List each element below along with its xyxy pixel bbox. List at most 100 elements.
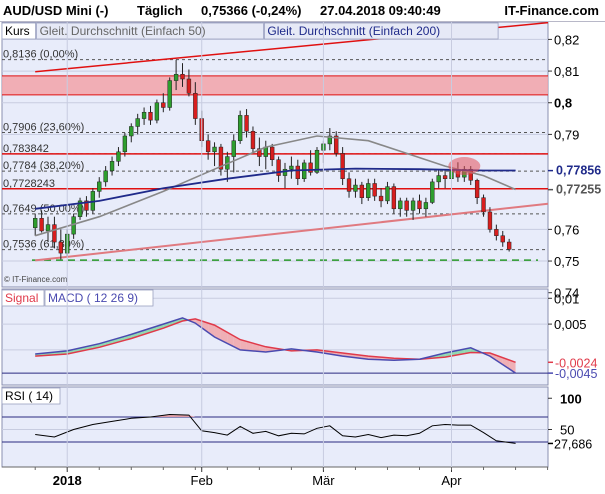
candle-body xyxy=(193,92,198,119)
candle xyxy=(116,147,121,167)
rsi-line xyxy=(35,413,516,444)
fib-label: 0,783842 xyxy=(3,143,49,155)
candle-body xyxy=(289,165,294,170)
candle-body xyxy=(148,111,153,121)
rsi-tick-label: 50 xyxy=(560,423,574,438)
candle xyxy=(45,216,51,243)
candle-body xyxy=(378,195,384,202)
price-tick-label: 0,81 xyxy=(554,64,579,79)
candle xyxy=(109,156,115,176)
x-tick-label: Feb xyxy=(191,473,213,488)
candle xyxy=(346,172,352,198)
legend-label: MACD ( 12 26 9) xyxy=(48,291,138,305)
rsi-line xyxy=(35,413,516,444)
price-value-label: 0,77856 xyxy=(556,164,601,178)
legend-box xyxy=(263,22,499,40)
candle xyxy=(410,197,416,220)
candlesticks xyxy=(33,59,512,260)
candle-body xyxy=(218,146,224,170)
candle xyxy=(359,181,365,205)
candle xyxy=(135,113,140,135)
macd-tick-label: 0,005 xyxy=(554,317,587,332)
candle xyxy=(141,107,147,125)
candle xyxy=(167,77,172,111)
candle xyxy=(52,216,57,249)
candle-body xyxy=(442,175,448,179)
candle xyxy=(84,196,89,217)
macd-fill-segment xyxy=(201,321,209,333)
macd-fill-segment xyxy=(169,319,177,326)
candle-body xyxy=(237,115,243,141)
legend-label: Gleit. Durchschnitt (Einfach 200) xyxy=(267,24,440,38)
macd-value-label: -0,0045 xyxy=(555,367,597,381)
candle xyxy=(506,238,512,252)
macd-fill-segment xyxy=(137,330,145,337)
macd-legend: Signal MACD ( 12 26 9) xyxy=(1,289,154,307)
candle-body xyxy=(244,115,249,132)
candle-body xyxy=(103,170,108,183)
candle xyxy=(250,126,256,154)
legend-label: RSI ( 14) xyxy=(5,389,53,403)
candle-body xyxy=(161,102,166,108)
macd-lines xyxy=(35,317,517,374)
macd-tick-label: 0,01 xyxy=(554,291,579,306)
fib-label: 0,7906 (23,60%) xyxy=(3,121,84,133)
candle xyxy=(231,134,236,173)
candle xyxy=(237,110,243,144)
candle xyxy=(289,156,294,179)
candle-body xyxy=(116,151,121,162)
rsi-gridlines xyxy=(2,416,548,443)
candle-body xyxy=(129,126,134,137)
macd-fill-segment xyxy=(240,339,247,351)
candle-body xyxy=(276,159,281,176)
candle xyxy=(33,213,38,236)
candle-body xyxy=(391,186,397,210)
candle-body xyxy=(58,241,63,254)
signal-line xyxy=(35,318,516,364)
candle xyxy=(180,63,185,87)
price-tick-label: 0,79 xyxy=(554,127,579,142)
datetime: 27.04.2018 09:40:49 xyxy=(320,3,441,18)
candle-body xyxy=(52,224,57,243)
candle xyxy=(212,142,217,167)
candle-body xyxy=(353,184,358,192)
macd-value-label: -0,0024 xyxy=(555,356,597,370)
legend-label: Signal xyxy=(5,291,38,305)
candle xyxy=(186,69,192,97)
candle xyxy=(353,178,358,198)
macd-fill-segment xyxy=(156,324,164,331)
fib-label: 0,8136 (0,00%) xyxy=(3,49,78,61)
rsi-panel-background xyxy=(1,386,549,468)
candle xyxy=(430,178,435,205)
candle xyxy=(481,194,486,217)
candle xyxy=(327,128,332,151)
candle xyxy=(366,178,371,201)
macd-fill-segment xyxy=(144,328,151,335)
title-bar: AUD/USD Mini (-) Täglich 0,75366 (-0,24%… xyxy=(0,0,605,22)
candle xyxy=(295,159,300,186)
candle-body xyxy=(474,180,480,198)
candle-body xyxy=(346,178,352,192)
candle-body xyxy=(173,73,179,81)
macd-axis-ticks: 0,01 0,005 -0,0024-0,0045 xyxy=(548,291,597,381)
rsi-legend: RSI ( 14) xyxy=(1,387,61,405)
candle-body xyxy=(212,146,217,153)
candle xyxy=(103,166,108,187)
candle-body xyxy=(77,200,83,217)
rsi-value-label: 27,686 xyxy=(554,437,592,451)
macd-line xyxy=(35,317,517,374)
candle xyxy=(417,194,422,214)
candle-body xyxy=(385,186,390,202)
candle-body xyxy=(186,78,192,94)
fib-label: 0,7728243 xyxy=(3,178,55,190)
candle-body xyxy=(141,111,147,119)
candle xyxy=(154,99,160,124)
candle-body xyxy=(84,200,89,211)
candle-body xyxy=(506,241,512,250)
candle-body xyxy=(334,135,339,154)
legend-box xyxy=(1,289,45,307)
candle xyxy=(244,109,249,138)
candle xyxy=(148,105,153,125)
candle xyxy=(257,137,262,167)
